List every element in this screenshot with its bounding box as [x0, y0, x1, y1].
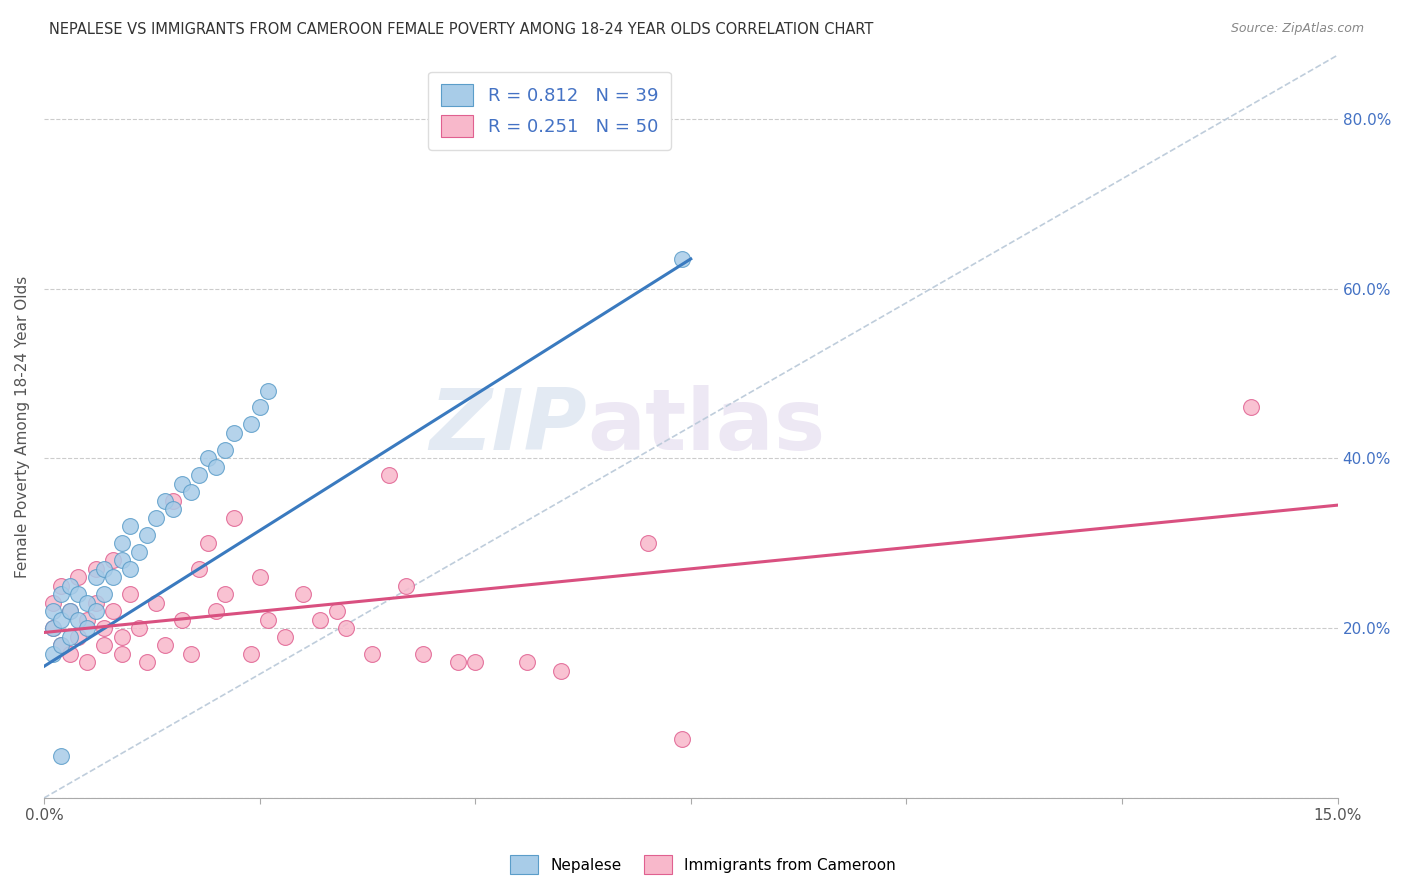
Point	[197, 451, 219, 466]
Point	[239, 417, 262, 432]
Point	[447, 655, 470, 669]
Point	[49, 579, 72, 593]
Point	[326, 604, 349, 618]
Point	[101, 604, 124, 618]
Point	[110, 536, 132, 550]
Point	[67, 587, 90, 601]
Point	[49, 638, 72, 652]
Point	[136, 528, 159, 542]
Point	[162, 502, 184, 516]
Legend: R = 0.812   N = 39, R = 0.251   N = 50: R = 0.812 N = 39, R = 0.251 N = 50	[427, 71, 671, 150]
Point	[257, 384, 280, 398]
Point	[671, 252, 693, 266]
Point	[59, 604, 82, 618]
Point	[101, 570, 124, 584]
Point	[170, 477, 193, 491]
Point	[188, 562, 211, 576]
Point	[76, 596, 98, 610]
Point	[249, 570, 271, 584]
Point	[67, 630, 90, 644]
Point	[637, 536, 659, 550]
Point	[110, 553, 132, 567]
Point	[222, 511, 245, 525]
Point	[205, 459, 228, 474]
Text: ZIP: ZIP	[430, 385, 588, 468]
Point	[59, 647, 82, 661]
Point	[274, 630, 297, 644]
Point	[49, 638, 72, 652]
Legend: Nepalese, Immigrants from Cameroon: Nepalese, Immigrants from Cameroon	[505, 849, 901, 880]
Point	[239, 647, 262, 661]
Point	[335, 621, 357, 635]
Point	[188, 468, 211, 483]
Point	[162, 494, 184, 508]
Point	[76, 621, 98, 635]
Point	[395, 579, 418, 593]
Point	[257, 613, 280, 627]
Point	[205, 604, 228, 618]
Point	[145, 596, 167, 610]
Point	[110, 630, 132, 644]
Point	[84, 562, 107, 576]
Point	[214, 442, 236, 457]
Point	[1240, 401, 1263, 415]
Point	[84, 604, 107, 618]
Text: NEPALESE VS IMMIGRANTS FROM CAMEROON FEMALE POVERTY AMONG 18-24 YEAR OLDS CORREL: NEPALESE VS IMMIGRANTS FROM CAMEROON FEM…	[49, 22, 873, 37]
Point	[84, 570, 107, 584]
Point	[309, 613, 332, 627]
Point	[76, 655, 98, 669]
Point	[101, 553, 124, 567]
Point	[550, 664, 572, 678]
Text: atlas: atlas	[588, 385, 825, 468]
Point	[360, 647, 382, 661]
Point	[214, 587, 236, 601]
Point	[84, 596, 107, 610]
Point	[120, 587, 142, 601]
Point	[128, 545, 150, 559]
Point	[249, 401, 271, 415]
Point	[41, 621, 63, 635]
Point	[59, 579, 82, 593]
Point	[145, 511, 167, 525]
Point	[41, 596, 63, 610]
Point	[41, 647, 63, 661]
Point	[59, 604, 82, 618]
Point	[76, 613, 98, 627]
Point	[120, 519, 142, 533]
Point	[180, 647, 202, 661]
Point	[222, 425, 245, 440]
Point	[67, 613, 90, 627]
Point	[67, 570, 90, 584]
Point	[197, 536, 219, 550]
Point	[412, 647, 434, 661]
Point	[128, 621, 150, 635]
Point	[93, 562, 115, 576]
Text: Source: ZipAtlas.com: Source: ZipAtlas.com	[1230, 22, 1364, 36]
Point	[93, 587, 115, 601]
Point	[464, 655, 486, 669]
Point	[170, 613, 193, 627]
Point	[516, 655, 538, 669]
Point	[120, 562, 142, 576]
Point	[180, 485, 202, 500]
Point	[136, 655, 159, 669]
Point	[41, 621, 63, 635]
Point	[49, 613, 72, 627]
Point	[93, 638, 115, 652]
Y-axis label: Female Poverty Among 18-24 Year Olds: Female Poverty Among 18-24 Year Olds	[15, 276, 30, 578]
Point	[59, 630, 82, 644]
Point	[93, 621, 115, 635]
Point	[49, 748, 72, 763]
Point	[153, 638, 176, 652]
Point	[110, 647, 132, 661]
Point	[291, 587, 314, 601]
Point	[49, 587, 72, 601]
Point	[153, 494, 176, 508]
Point	[671, 731, 693, 746]
Point	[378, 468, 401, 483]
Point	[41, 604, 63, 618]
